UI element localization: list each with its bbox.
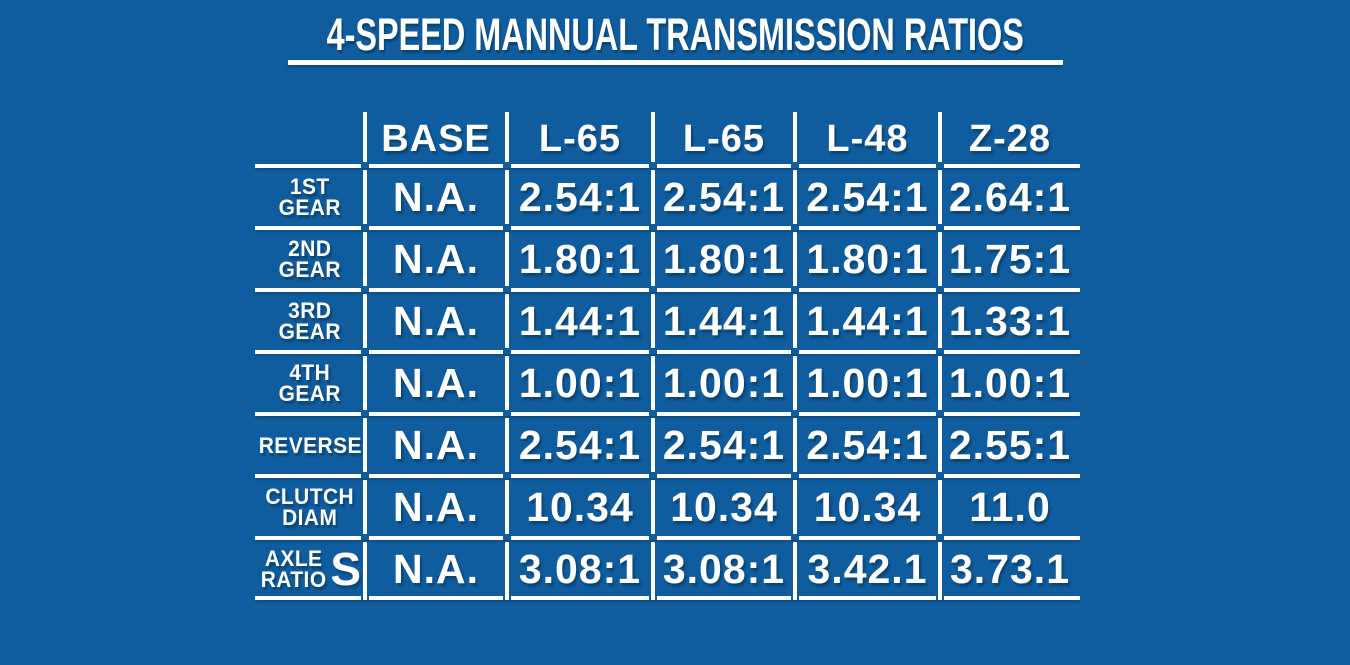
row-label-2nd-gear: 2ND GEAR	[255, 228, 365, 290]
table-cell: 1.00:1	[948, 359, 1072, 406]
table-cell: 3.08:1	[662, 545, 786, 592]
table-cell: 10.34	[670, 483, 778, 530]
table-cell: N.A.	[393, 545, 479, 592]
row-label-axle-ratios: AXLE RATIO S	[255, 538, 365, 600]
table-cell: N.A.	[393, 483, 479, 530]
column-divider	[505, 112, 509, 600]
table-cell: 2.54:1	[662, 421, 786, 468]
table-cell: 1.33:1	[948, 297, 1072, 344]
column-header-z28: Z-28	[968, 117, 1052, 160]
row-label-suffix: S	[330, 543, 361, 595]
table-cell: 1.80:1	[662, 235, 786, 282]
row-divider	[255, 350, 1080, 354]
table-cell: 2.54:1	[806, 173, 929, 220]
row-label-line: 1ST	[290, 174, 330, 199]
table-cell: N.A.	[393, 297, 479, 344]
row-label-reverse: REVERSE	[255, 414, 365, 476]
row-label-line: GEAR	[278, 195, 342, 220]
title-underline	[287, 60, 1063, 65]
column-divider	[651, 112, 655, 600]
table-cell: 2.55:1	[948, 421, 1072, 468]
table-cell: 2.54:1	[662, 173, 786, 220]
row-label-text: CLUTCH DIAM	[265, 484, 355, 530]
transmission-ratios-table: BASE L-65 L-65 L-48 Z-28 1ST GEAR N.A. 2…	[255, 112, 1080, 600]
table-cell: 1.44:1	[518, 297, 642, 344]
row-divider	[255, 536, 1080, 540]
row-label-4th-gear: 4TH GEAR	[255, 352, 365, 414]
table-corner-cell	[255, 112, 365, 166]
row-divider	[255, 226, 1080, 230]
row-label-line: GEAR	[278, 319, 342, 344]
column-divider	[793, 112, 797, 600]
row-label-1st-gear: 1ST GEAR	[255, 166, 365, 228]
table-cell: N.A.	[393, 359, 479, 406]
table-cell: N.A.	[393, 235, 479, 282]
row-label-text: AXLE RATIO	[260, 546, 327, 592]
row-label-line: 4TH	[289, 360, 331, 385]
row-label-text: REVERSE	[258, 432, 362, 458]
row-divider	[255, 474, 1080, 478]
row-label-line: CLUTCH	[265, 484, 355, 509]
table-cell: 2.64:1	[948, 173, 1072, 220]
row-label-line: GEAR	[278, 381, 342, 406]
row-label-text: 3RD GEAR	[278, 298, 342, 344]
table-cell: 1.44:1	[806, 297, 929, 344]
row-label-line: RATIO	[260, 567, 327, 592]
row-label-line: GEAR	[278, 257, 342, 282]
table-cell: 1.80:1	[806, 235, 929, 282]
row-label-line: DIAM	[282, 505, 338, 530]
table-cell: 1.75:1	[948, 235, 1072, 282]
row-label-clutch-diam: CLUTCH DIAM	[255, 476, 365, 538]
table-cell: 1.80:1	[518, 235, 642, 282]
table-cell: 1.44:1	[662, 297, 786, 344]
table-cell: 1.00:1	[518, 359, 642, 406]
row-label-line: AXLE	[264, 546, 323, 571]
table-cell: 10.34	[813, 483, 922, 530]
page-title: 4-SPEED MANNUAL TRANSMISSION RATIOS	[326, 9, 1024, 60]
table-cell: N.A.	[393, 421, 479, 468]
table-cell: 3.42.1	[807, 545, 928, 592]
table-cell: 1.00:1	[662, 359, 786, 406]
title-block: 4-SPEED MANNUAL TRANSMISSION RATIOS	[0, 12, 1350, 65]
table-cell: 11.0	[969, 483, 1051, 530]
row-divider	[255, 288, 1080, 292]
table-cell: 2.54:1	[518, 421, 642, 468]
column-header-l48: L-48	[826, 117, 909, 160]
column-header-l65-a: L-65	[538, 117, 622, 160]
column-header-base: BASE	[381, 117, 491, 160]
row-label-line: REVERSE	[258, 432, 362, 458]
table-cell: 10.34	[526, 483, 634, 530]
column-divider	[938, 112, 942, 600]
table-cell: N.A.	[393, 173, 479, 220]
table-cell: 3.08:1	[518, 545, 642, 592]
table-cell: 3.73.1	[950, 545, 1070, 592]
table-cell: 2.54:1	[518, 173, 642, 220]
row-label-line: 2ND	[288, 236, 332, 261]
table-cell: 1.00:1	[806, 359, 929, 406]
row-divider	[255, 596, 1080, 600]
column-header-l65-b: L-65	[682, 117, 766, 160]
row-label-3rd-gear: 3RD GEAR	[255, 290, 365, 352]
row-divider	[255, 412, 1080, 416]
row-label-text: 4TH GEAR	[278, 360, 342, 406]
column-divider	[363, 112, 367, 600]
table-cell: 2.54:1	[806, 421, 929, 468]
row-label-text: 2ND GEAR	[278, 236, 342, 282]
row-label-text: 1ST GEAR	[278, 174, 342, 220]
row-divider	[255, 164, 1080, 168]
row-label-line: 3RD	[288, 298, 332, 323]
